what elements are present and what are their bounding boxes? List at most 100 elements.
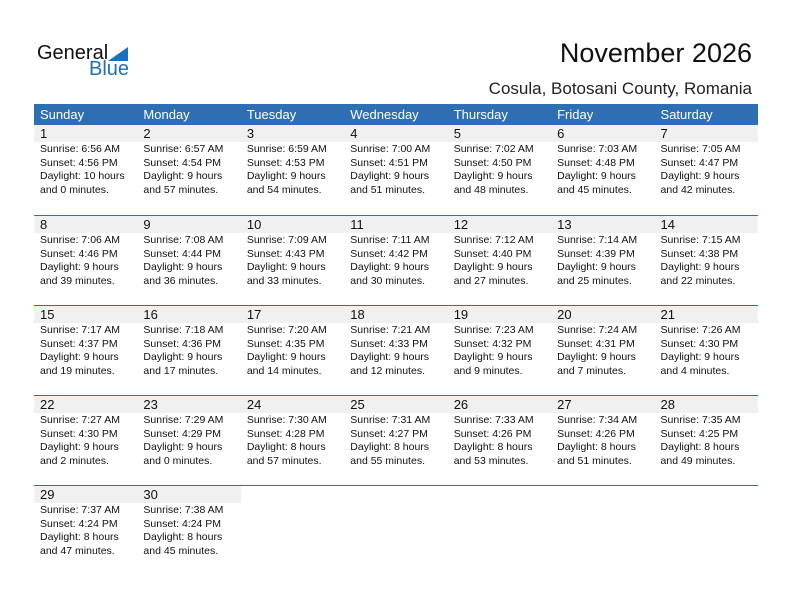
location-subtitle: Cosula, Botosani County, Romania — [488, 79, 752, 98]
week-row: 22 Sunrise: 7:27 AM Sunset: 4:30 PM Dayligh… — [34, 395, 758, 485]
sunrise-text: Sunrise: 7:15 AM — [660, 234, 741, 246]
sunrise-text: Sunrise: 7:11 AM — [350, 234, 430, 246]
sunrise-text: Sunrise: 7:30 AM — [246, 414, 327, 426]
daylight2-text: and 9 minutes. — [453, 364, 523, 377]
daylight2-text: and 51 minutes. — [557, 454, 632, 467]
sunset-text: Sunset: 4:25 PM — [660, 427, 739, 440]
day-number: 3 — [240, 125, 345, 142]
sunset-text: Sunset: 4:44 PM — [143, 247, 222, 260]
day-info: Sunrise: 7:34 AM Sunset: 4:26 PM Daylight:… — [551, 413, 654, 468]
day-number: 19 — [447, 306, 552, 323]
day-info: Sunrise: 7:15 AM Sunset: 4:38 PM Daylight:… — [655, 233, 758, 288]
day-cell: 11 Sunrise: 7:11 AM Sunset: 4:42 PM Dayligh… — [344, 216, 448, 305]
day-cell: 2 Sunrise: 6:57 AM Sunset: 4:54 PM Daylight… — [137, 125, 241, 215]
sunrise-text: Sunrise: 7:24 AM — [557, 324, 638, 336]
day-cell: 14 Sunrise: 7:15 AM Sunset: 4:38 PM Dayligh… — [654, 216, 758, 305]
sunrise-text: Sunrise: 7:00 AM — [350, 143, 431, 155]
daylight2-text: and 19 minutes. — [40, 364, 115, 377]
day-info: Sunrise: 7:12 AM Sunset: 4:40 PM Daylight:… — [448, 233, 551, 288]
day-info: Sunrise: 7:09 AM Sunset: 4:43 PM Daylight:… — [241, 233, 344, 288]
day-cell: 25 Sunrise: 7:31 AM Sunset: 4:27 PM Dayligh… — [344, 396, 448, 485]
day-info: Sunrise: 7:27 AM Sunset: 4:30 PM Daylight:… — [34, 413, 137, 468]
daylight1-text: Daylight: 9 hours — [40, 441, 119, 453]
day-cell: 4 Sunrise: 7:00 AM Sunset: 4:51 PM Daylight… — [344, 125, 448, 215]
sunrise-text: Sunrise: 7:34 AM — [557, 414, 638, 426]
day-info: Sunrise: 7:06 AM Sunset: 4:46 PM Daylight:… — [34, 233, 137, 288]
daylight1-text: Daylight: 8 hours — [246, 441, 326, 453]
week-row: 29 Sunrise: 7:37 AM Sunset: 4:24 PM Dayligh… — [34, 485, 758, 575]
day-number: 25 — [344, 396, 448, 413]
sunrise-text: Sunrise: 6:56 AM — [40, 143, 120, 155]
day-number: 5 — [447, 125, 552, 142]
daylight2-text: and 27 minutes. — [453, 274, 529, 287]
sunrise-text: Sunrise: 7:17 AM — [40, 324, 120, 336]
day-number: 16 — [137, 306, 241, 323]
day-cell: 3 Sunrise: 6:59 AM Sunset: 4:53 PM Daylight… — [240, 125, 345, 215]
sunrise-text: Sunrise: 7:09 AM — [246, 234, 327, 246]
sunrise-text: Sunrise: 7:12 AM — [453, 234, 534, 246]
sunrise-text: Sunrise: 7:29 AM — [143, 414, 224, 426]
day-info: Sunrise: 7:18 AM Sunset: 4:36 PM Daylight:… — [137, 323, 240, 378]
week-row: 15 Sunrise: 7:17 AM Sunset: 4:37 PM Dayligh… — [34, 305, 758, 395]
day-number: 18 — [344, 306, 448, 323]
daylight2-text: and 25 minutes. — [557, 274, 632, 287]
day-cell: 6 Sunrise: 7:03 AM Sunset: 4:48 PM Daylight… — [551, 125, 655, 215]
day-number: 11 — [344, 216, 448, 233]
day-cell: 15 Sunrise: 7:17 AM Sunset: 4:37 PM Dayligh… — [34, 306, 138, 395]
daylight2-text: and 7 minutes. — [557, 364, 626, 377]
empty-cell — [241, 486, 344, 575]
sunset-text: Sunset: 4:50 PM — [453, 156, 532, 169]
daylight2-text: and 51 minutes. — [350, 183, 425, 196]
sunrise-text: Sunrise: 7:02 AM — [453, 143, 534, 155]
sunrise-text: Sunrise: 7:18 AM — [143, 324, 224, 336]
sunrise-text: Sunrise: 7:23 AM — [453, 324, 534, 336]
page-title: November 2026 — [559, 38, 752, 68]
sunset-text: Sunset: 4:30 PM — [40, 427, 118, 440]
day-cell: 1 Sunrise: 6:56 AM Sunset: 4:56 PM Daylight… — [34, 125, 138, 215]
sunset-text: Sunset: 4:29 PM — [143, 427, 222, 440]
daylight2-text: and 48 minutes. — [453, 183, 529, 196]
daylight2-text: and 47 minutes. — [40, 544, 115, 557]
day-cell: 16 Sunrise: 7:18 AM Sunset: 4:36 PM Dayligh… — [137, 306, 241, 395]
sunset-text: Sunset: 4:27 PM — [350, 427, 428, 440]
day-info: Sunrise: 7:05 AM Sunset: 4:47 PM Daylight:… — [655, 142, 758, 197]
day-cell: 30 Sunrise: 7:38 AM Sunset: 4:24 PM Dayligh… — [137, 486, 241, 575]
day-number: 26 — [447, 396, 552, 413]
day-number: 7 — [654, 125, 758, 142]
day-number: 1 — [34, 125, 138, 142]
daylight1-text: Daylight: 9 hours — [246, 351, 326, 363]
day-info: Sunrise: 7:11 AM Sunset: 4:42 PM Daylight:… — [344, 233, 447, 288]
daylight2-text: and 12 minutes. — [350, 364, 425, 377]
sunset-text: Sunset: 4:56 PM — [40, 156, 118, 169]
day-number: 9 — [137, 216, 241, 233]
day-info: Sunrise: 7:24 AM Sunset: 4:31 PM Daylight:… — [551, 323, 654, 378]
daylight2-text: and 53 minutes. — [453, 454, 529, 467]
sunset-text: Sunset: 4:33 PM — [350, 337, 428, 350]
daylight2-text: and 30 minutes. — [350, 274, 425, 287]
day-number: 20 — [551, 306, 655, 323]
sunrise-text: Sunrise: 7:33 AM — [453, 414, 534, 426]
sunset-text: Sunset: 4:46 PM — [40, 247, 118, 260]
daylight1-text: Daylight: 9 hours — [143, 351, 223, 363]
daylight1-text: Daylight: 9 hours — [557, 351, 636, 363]
daylight1-text: Daylight: 9 hours — [453, 351, 533, 363]
sunrise-text: Sunrise: 7:05 AM — [660, 143, 741, 155]
daylight1-text: Daylight: 9 hours — [246, 170, 326, 182]
daylight2-text: and 55 minutes. — [350, 454, 425, 467]
daylight1-text: Daylight: 8 hours — [350, 441, 430, 453]
daylight2-text: and 39 minutes. — [40, 274, 115, 287]
sunset-text: Sunset: 4:43 PM — [246, 247, 325, 260]
day-cell: 17 Sunrise: 7:20 AM Sunset: 4:35 PM Dayligh… — [240, 306, 345, 395]
day-number: 28 — [654, 396, 758, 413]
weeks-container: 1 Sunrise: 6:56 AM Sunset: 4:56 PM Daylight… — [34, 125, 758, 575]
day-cell: 20 Sunrise: 7:24 AM Sunset: 4:31 PM Dayligh… — [551, 306, 655, 395]
day-info: Sunrise: 7:35 AM Sunset: 4:25 PM Daylight:… — [655, 413, 758, 468]
sunrise-text: Sunrise: 7:14 AM — [557, 234, 638, 246]
sunset-text: Sunset: 4:30 PM — [660, 337, 739, 350]
day-cell: 8 Sunrise: 7:06 AM Sunset: 4:46 PM Daylight… — [34, 216, 138, 305]
day-cell: 26 Sunrise: 7:33 AM Sunset: 4:26 PM Dayligh… — [447, 396, 552, 485]
day-number: 30 — [137, 486, 241, 503]
day-cell: 18 Sunrise: 7:21 AM Sunset: 4:33 PM Dayligh… — [344, 306, 448, 395]
day-info: Sunrise: 7:00 AM Sunset: 4:51 PM Daylight:… — [344, 142, 447, 197]
